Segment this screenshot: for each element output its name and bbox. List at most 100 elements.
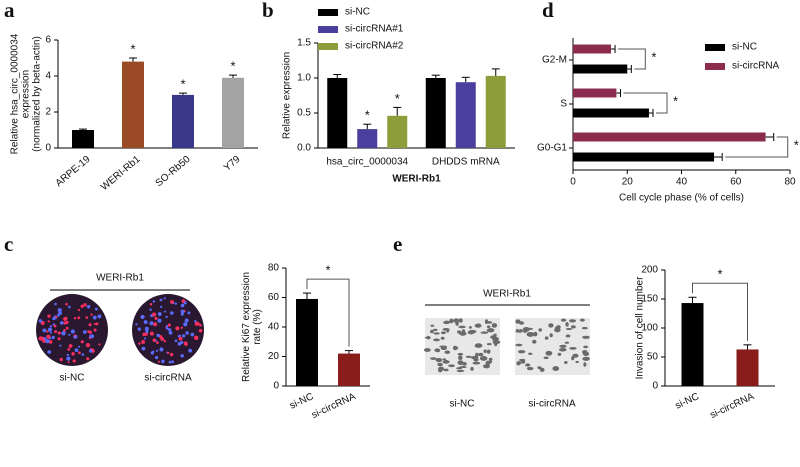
cell-dot [52, 317, 55, 320]
cell-blob [526, 366, 534, 371]
cell-blob [515, 330, 523, 333]
cell-dot [169, 352, 174, 357]
legend-label: si-circRNA [732, 61, 780, 72]
cell-dot [56, 313, 60, 317]
cell-dot [156, 341, 159, 345]
x-tick-label: 80 [784, 177, 796, 188]
cell-dot [140, 314, 145, 320]
legend-swatch [705, 63, 725, 70]
cell-dot [167, 351, 170, 355]
error-bar [714, 153, 723, 161]
legend-swatch [318, 26, 338, 33]
cell-dot [168, 330, 173, 335]
y-tick-label: 80 [268, 263, 280, 274]
significance-star: * [230, 59, 235, 74]
cell-dot [180, 309, 185, 314]
error-bar [616, 89, 621, 97]
cell-dot [93, 328, 97, 332]
cell-blob [474, 323, 482, 328]
cell-blob [581, 326, 588, 330]
cell-dot [144, 337, 147, 340]
cell-blob [443, 320, 450, 325]
significance-star: * [673, 93, 678, 108]
cell-blob [519, 321, 525, 325]
cell-dot [163, 340, 167, 343]
cell-blob [538, 328, 543, 332]
cell-dot [80, 304, 84, 308]
cell-blob [519, 358, 526, 362]
y-tick-label: 2 [45, 107, 51, 118]
legend-label: si-NC [732, 42, 757, 53]
cell-blob [565, 327, 573, 331]
cell-dot [178, 334, 182, 337]
cell-dot [145, 329, 149, 334]
bar [327, 78, 348, 148]
cell-dot [47, 314, 51, 318]
bar [681, 303, 704, 386]
error-bar [627, 65, 632, 73]
error-bar [461, 76, 470, 83]
cell-dot [95, 322, 99, 326]
cell-dot [49, 325, 53, 328]
cell-dot [138, 342, 141, 345]
cell-dot [80, 340, 84, 344]
y-tick-label: 0 [45, 143, 51, 154]
cell-blob [462, 361, 467, 366]
legend-swatch [318, 9, 338, 16]
significance-star: * [651, 49, 656, 64]
cell-blob [484, 319, 489, 325]
y-axis-label: Relative hsa_circ_0000034 [10, 33, 21, 154]
cell-dot [174, 302, 177, 305]
cell-blob [456, 367, 463, 370]
cell-blob [537, 366, 542, 370]
cell-dot [180, 354, 184, 358]
cell-dot [160, 337, 165, 341]
cell-dot [149, 331, 154, 336]
cell-dot [93, 322, 96, 326]
cell-blob [494, 341, 498, 347]
error-bar [431, 74, 440, 78]
significance-star: * [130, 41, 135, 56]
error-bar [610, 45, 616, 53]
cell-blob [458, 355, 463, 361]
cell-blob [548, 323, 554, 328]
error-bar [363, 123, 372, 130]
cell-blob [516, 361, 521, 366]
cell-blob [560, 344, 567, 348]
cell-dot [51, 335, 55, 340]
cell-blob [436, 350, 440, 353]
cell-dot [66, 356, 71, 361]
significance-bracket [623, 92, 668, 114]
cell-dot [90, 313, 93, 316]
cell-dot [178, 336, 183, 341]
cell-dot [63, 321, 66, 325]
cell-dot [182, 334, 186, 338]
cell-dot [198, 329, 203, 333]
cell-blob [490, 335, 497, 339]
cell-dot [153, 322, 158, 327]
cell-blob [575, 360, 579, 363]
cell-blob [544, 336, 549, 340]
panel-letter: a [4, 0, 15, 22]
y-tick-label: 1.0 [297, 73, 311, 84]
cell-dot [152, 300, 156, 303]
cell-dot [152, 312, 157, 317]
micrograph [132, 294, 204, 366]
cell-dot [68, 305, 71, 309]
panel-letter: b [262, 0, 274, 22]
bar [387, 115, 408, 148]
bar [736, 349, 759, 386]
error-bar [688, 296, 697, 304]
cell-blob [564, 361, 568, 364]
cell-dot [194, 320, 197, 323]
cell-blob [531, 339, 537, 344]
cell-dot [171, 360, 174, 364]
cell-blob [488, 359, 493, 364]
cell-blob [430, 357, 437, 360]
cell-dot [57, 337, 61, 341]
x-tick-label: si-NC [288, 391, 315, 412]
cell-dot [46, 334, 51, 339]
cell-dot [88, 349, 93, 353]
error-bar [765, 133, 775, 141]
cell-dot [174, 339, 178, 343]
